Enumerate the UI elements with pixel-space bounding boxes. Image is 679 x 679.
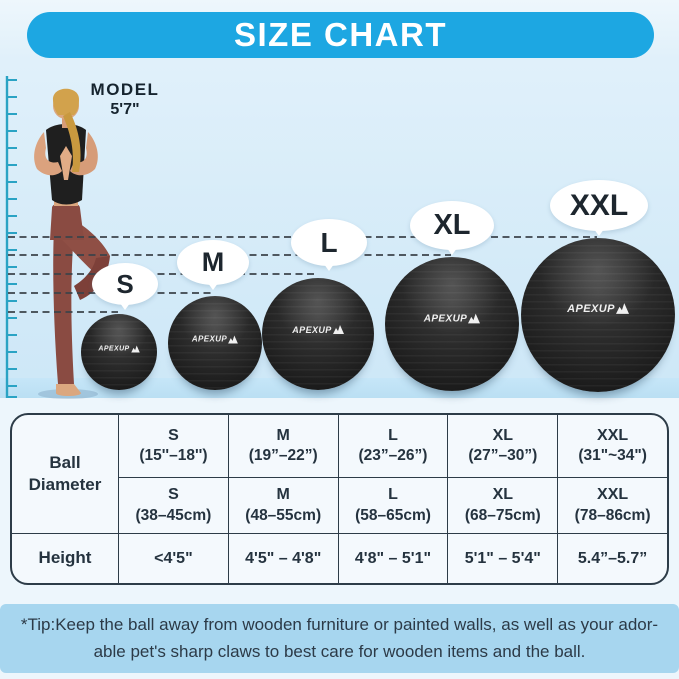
table-cell-inches-m: M (19”–22”) — [227, 415, 338, 477]
table-cell-cm-xxl: XXL (78–86cm) — [557, 477, 667, 533]
size-bubble-label: S — [116, 268, 134, 299]
table-row-label-diameter: Ball Diameter — [28, 452, 102, 494]
brand-logo-text: APEXUP — [98, 345, 130, 353]
table-cell-inches-xl: XL (27”–30”) — [447, 415, 557, 477]
size-bubble-m: M — [177, 240, 249, 285]
size-table: Ball Diameter S (15''–18'') M (19”–22”) … — [10, 413, 669, 585]
model-label-text: MODEL — [90, 80, 160, 99]
ball-xl: APEXUP — [385, 257, 519, 391]
table-cell-cm-s: S (38–45cm) — [118, 477, 228, 533]
brand-logo-text: APEXUP — [423, 313, 468, 325]
size-bubble-label: XXL — [569, 188, 629, 222]
table-cell-inches-xxl: XXL (31"~34") — [557, 415, 667, 477]
mountain-icon — [130, 345, 140, 353]
size-bubble-s: S — [92, 263, 158, 305]
ball-m: APEXUP — [168, 296, 262, 390]
tip-banner: *Tip:Keep the ball away from wooden furn… — [0, 604, 679, 673]
title-banner: SIZE CHART — [27, 12, 654, 58]
mountain-icon — [228, 335, 239, 344]
size-bubble-xxl: XXL — [550, 180, 648, 231]
table-row-label-height: Height — [12, 533, 118, 583]
table-cell-cm-l: L (58–65cm) — [337, 477, 448, 533]
mountain-icon — [615, 303, 629, 315]
table-cell-cm-m: M (48–55cm) — [227, 477, 338, 533]
brand-logo-text: APEXUP — [292, 324, 332, 335]
table-cell-height-xxl: 5.4”–5.7” — [557, 533, 667, 583]
size-bubble-l: L — [291, 219, 367, 266]
ball-xxl: APEXUP — [521, 238, 675, 392]
mountain-icon — [332, 325, 344, 335]
table-cell-height-l: 4'8" – 5'1" — [337, 533, 448, 583]
table-cell-height-s: <4'5" — [118, 533, 228, 583]
floor-band — [0, 378, 679, 398]
tip-line-2: able pet's sharp claws to best care for … — [93, 641, 586, 661]
brand-logo-text: APEXUP — [567, 302, 615, 315]
mountain-icon — [468, 313, 481, 324]
model-height-text: 5'7" — [110, 101, 140, 118]
page-title: SIZE CHART — [234, 16, 447, 53]
table-cell-height-m: 4'5" – 4'8" — [227, 533, 338, 583]
size-bubble-xl: XL — [410, 201, 494, 250]
table-cell-height-xl: 5'1" – 5'4" — [447, 533, 558, 583]
size-bubble-label: M — [201, 247, 225, 277]
table-cell-inches-s: S (15''–18'') — [118, 415, 228, 477]
ball-s: APEXUP — [81, 314, 157, 390]
model-label: MODEL 5'7" — [70, 80, 180, 119]
brand-logo-text: APEXUP — [191, 334, 228, 344]
size-bubble-label: XL — [433, 209, 471, 241]
tip-line-1: *Tip:Keep the ball away from wooden furn… — [20, 615, 659, 635]
size-bubble-label: L — [320, 226, 338, 258]
table-cell-cm-xl: XL (68–75cm) — [447, 477, 558, 533]
ball-l: APEXUP — [262, 278, 374, 390]
table-cell-inches-l: L (23”–26”) — [337, 415, 448, 477]
